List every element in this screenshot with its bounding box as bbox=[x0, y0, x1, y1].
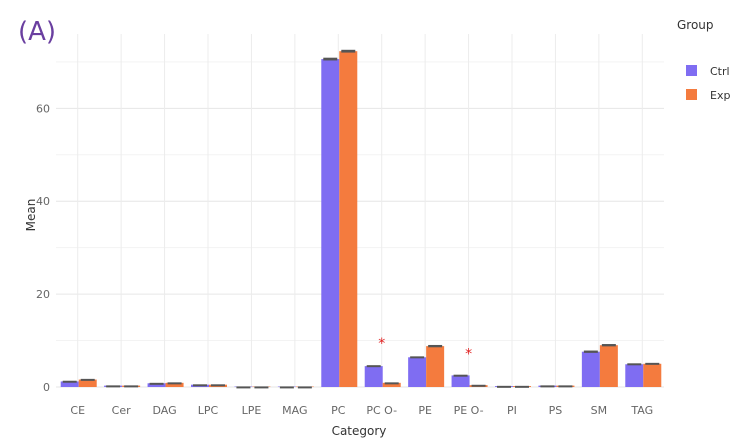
legend-title: Group bbox=[677, 18, 714, 32]
bar-ctrl bbox=[408, 357, 427, 387]
x-tick-label: TAG bbox=[630, 404, 653, 417]
error-bar bbox=[323, 57, 338, 61]
bar-ctrl bbox=[451, 375, 470, 387]
error-bar bbox=[124, 385, 139, 388]
bar-ctrl bbox=[321, 59, 340, 388]
error-bar bbox=[366, 365, 381, 368]
y-tick-label: 60 bbox=[36, 102, 50, 115]
x-tick-label: SM bbox=[591, 404, 607, 417]
error-bar bbox=[471, 384, 486, 387]
x-tick-label: CE bbox=[70, 404, 85, 417]
annotations: ** bbox=[378, 336, 472, 362]
significance-marker: * bbox=[465, 346, 472, 362]
error-bar bbox=[211, 384, 225, 387]
x-tick-label: Cer bbox=[112, 404, 131, 417]
panel-label: (A) bbox=[18, 17, 56, 47]
x-tick-label: PE O- bbox=[454, 404, 484, 417]
error-bar bbox=[583, 350, 598, 353]
bar-ctrl bbox=[364, 366, 383, 387]
legend-swatch-ctrl bbox=[686, 65, 697, 76]
x-tick-label: PS bbox=[549, 404, 563, 417]
error-bar bbox=[601, 344, 616, 347]
bar-exp bbox=[78, 379, 97, 387]
bars bbox=[60, 49, 662, 389]
bar-exp bbox=[426, 346, 445, 387]
y-axis-title: Mean bbox=[24, 199, 38, 232]
y-tick-label: 40 bbox=[36, 195, 50, 208]
bar-exp bbox=[339, 51, 358, 388]
error-bar bbox=[193, 384, 207, 387]
error-bar bbox=[428, 344, 443, 348]
error-bar bbox=[410, 356, 425, 359]
error-bar bbox=[62, 380, 77, 383]
error-bar bbox=[627, 363, 642, 366]
bar-exp bbox=[165, 382, 184, 387]
x-axis-title: Category bbox=[332, 424, 387, 438]
bar-exp bbox=[599, 345, 618, 387]
bar-ctrl bbox=[147, 383, 166, 387]
legend-label-ctrl: Ctrl bbox=[710, 65, 730, 78]
x-tick-label: PC bbox=[331, 404, 346, 417]
error-bar bbox=[384, 382, 399, 385]
tick-labels: 0 20 40 60 CE Cer DAG LPC LPE MAG PC PC O- PE PE O- PI… bbox=[36, 102, 653, 417]
bar-ctrl bbox=[60, 381, 79, 387]
error-bar bbox=[149, 382, 164, 385]
error-bar bbox=[254, 386, 269, 389]
error-bar bbox=[236, 386, 251, 389]
error-bar bbox=[279, 386, 294, 389]
x-tick-label: LPE bbox=[242, 404, 262, 417]
error-bar bbox=[106, 385, 121, 388]
error-bar bbox=[515, 385, 529, 388]
error-bar bbox=[540, 385, 555, 388]
x-tick-label: MAG bbox=[282, 404, 307, 417]
x-tick-label: PI bbox=[507, 404, 517, 417]
error-bar bbox=[645, 362, 660, 365]
grid bbox=[56, 34, 664, 388]
error-bar bbox=[558, 385, 573, 388]
error-bar bbox=[297, 386, 312, 389]
y-tick-label: 0 bbox=[43, 381, 50, 394]
bar-exp bbox=[643, 363, 662, 387]
legend: Group Ctrl Exp bbox=[677, 18, 730, 102]
x-tick-label: DAG bbox=[153, 404, 177, 417]
significance-marker: * bbox=[378, 336, 385, 352]
error-bar bbox=[80, 378, 95, 381]
y-tick-label: 20 bbox=[36, 288, 50, 301]
bar-exp bbox=[382, 382, 401, 387]
bar-ctrl bbox=[625, 364, 644, 387]
legend-swatch-exp bbox=[686, 89, 697, 100]
bar-ctrl bbox=[581, 351, 600, 387]
error-bar bbox=[167, 382, 182, 385]
legend-label-exp: Exp bbox=[710, 89, 730, 102]
error-bar bbox=[453, 374, 468, 377]
x-tick-label: PC O- bbox=[366, 404, 397, 417]
x-tick-label: PE bbox=[418, 404, 432, 417]
error-bar bbox=[497, 385, 511, 388]
x-tick-label: LPC bbox=[198, 404, 219, 417]
error-bar bbox=[341, 49, 356, 53]
